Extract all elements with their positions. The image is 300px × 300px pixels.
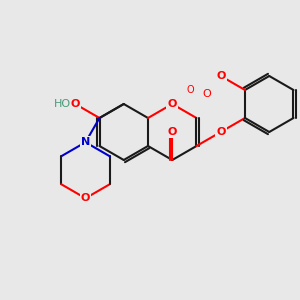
Text: O: O	[168, 127, 177, 137]
Text: N: N	[81, 137, 90, 147]
Text: O: O	[70, 99, 80, 109]
Text: O: O	[216, 127, 225, 137]
Text: O: O	[81, 193, 90, 203]
Text: O: O	[168, 99, 177, 109]
Text: O: O	[202, 89, 211, 99]
Text: O: O	[216, 71, 225, 81]
Text: O: O	[187, 85, 194, 95]
Text: HO: HO	[54, 99, 71, 109]
